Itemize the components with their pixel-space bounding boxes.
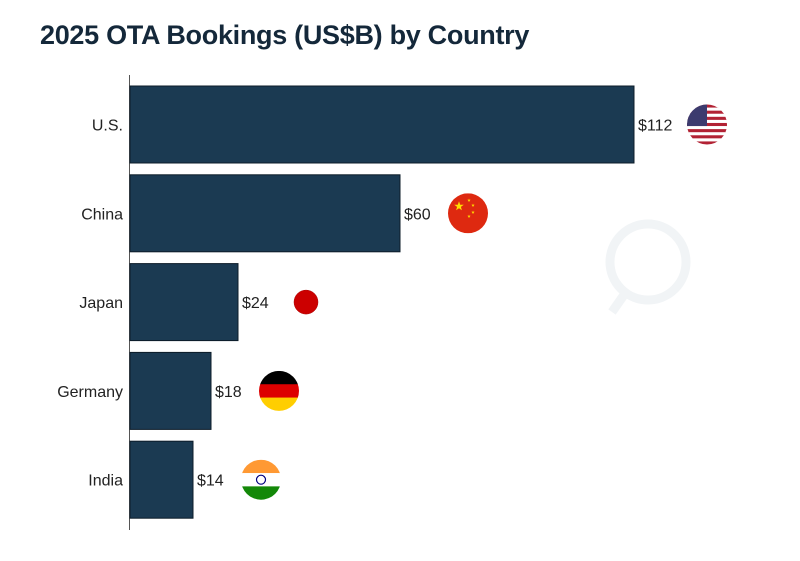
category-label: Germany [57,384,123,401]
china-flag-icon [448,193,488,234]
value-label: $24 [242,295,269,312]
value-label: $14 [197,473,224,490]
watermark-logo-icon [605,219,691,315]
category-label: Japan [79,295,123,312]
value-label: $60 [404,206,431,223]
bar-india [129,440,194,519]
bar-germany [129,351,212,430]
category-label: India [88,473,123,490]
value-label: $112 [638,118,673,135]
bar-us [129,85,635,164]
bar-china [129,174,401,253]
bar-japan [129,263,239,342]
us-flag-icon [687,104,727,145]
category-label: China [81,206,123,223]
chart-title: 2025 OTA Bookings (US$B) by Country [40,20,530,50]
germany-flag-icon [259,370,299,411]
japan-flag-icon [293,289,319,315]
india-flag-icon [241,459,281,500]
category-label: U.S. [92,118,123,135]
value-label: $18 [215,384,242,401]
